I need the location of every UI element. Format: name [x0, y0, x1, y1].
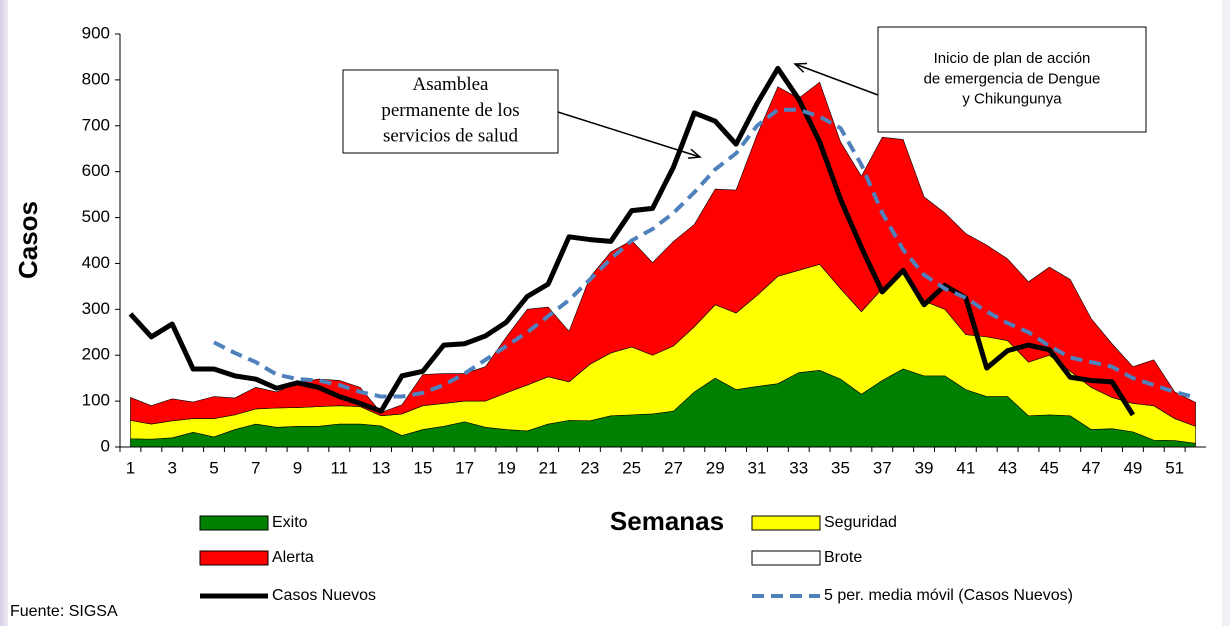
x-tick-label: 49	[1123, 458, 1142, 477]
legend-swatch	[751, 550, 821, 566]
annotation-arrow	[794, 63, 879, 96]
annotation-text: servicios de salud	[383, 126, 519, 147]
legend-swatch	[751, 515, 821, 531]
legend-label: 5 per. media móvil (Casos Nuevos)	[824, 587, 1073, 604]
x-tick-label: 17	[455, 458, 474, 477]
x-tick-label: 45	[1040, 458, 1059, 477]
x-tick-label: 5	[209, 458, 218, 477]
legend-label: Exito	[272, 514, 308, 531]
x-tick-label: 35	[831, 458, 850, 477]
x-tick-label: 15	[413, 458, 432, 477]
y-tick-label: 800	[82, 69, 110, 88]
y-tick-label: 300	[82, 299, 110, 318]
x-tick-label: 23	[580, 458, 599, 477]
x-tick-label: 29	[706, 458, 725, 477]
x-tick-label: 43	[998, 458, 1017, 477]
line	[213, 107, 1197, 400]
legend-label: Brote	[824, 549, 862, 566]
annotation-text: permanente de los	[381, 100, 519, 121]
annotation-text: de emergencia de Dengue	[924, 70, 1101, 87]
legend-label: Alerta	[272, 549, 314, 566]
x-tick-label: 19	[497, 458, 516, 477]
y-tick-label: 0	[101, 436, 110, 455]
x-tick-label: 41	[956, 458, 975, 477]
y-tick-label: 600	[82, 161, 110, 180]
x-axis-title: Semanas	[610, 506, 724, 536]
x-tick-label: 1	[126, 458, 135, 477]
x-tick-label: 25	[622, 458, 641, 477]
annotation-box	[342, 69, 559, 154]
y-tick-label: 100	[82, 391, 110, 410]
x-tick-label: 7	[251, 458, 260, 477]
y-tick-label: 400	[82, 253, 110, 272]
x-tick-label: 39	[915, 458, 934, 477]
line	[128, 65, 1136, 417]
annotation-text: Asamblea	[413, 74, 490, 95]
x-tick-label: 37	[873, 458, 892, 477]
y-tick-label: 900	[82, 23, 110, 42]
x-tick-label: 9	[293, 458, 302, 477]
annotation-text: Inicio de plan de acción	[934, 50, 1091, 67]
y-tick-label: 200	[82, 345, 110, 364]
x-tick-label: 11	[330, 458, 348, 477]
x-tick-label: 3	[167, 458, 176, 477]
arrow-head	[793, 62, 808, 73]
annotation-text: y Chikungunya	[962, 91, 1062, 108]
y-tick-label: 700	[82, 115, 110, 134]
arrow-head	[687, 148, 702, 159]
y-tick-label: 500	[82, 207, 110, 226]
y-axis-title: Casos	[13, 201, 43, 279]
x-tick-label: 33	[789, 458, 808, 477]
x-tick-label: 21	[539, 458, 558, 477]
x-tick-label: 13	[372, 458, 391, 477]
area	[130, 81, 1196, 427]
legend-swatch	[199, 550, 269, 566]
legend-label: Casos Nuevos	[272, 587, 376, 604]
x-tick-label: 51	[1165, 458, 1184, 477]
source-note: Fuente: SIGSA	[10, 603, 118, 620]
x-tick-label: 27	[664, 458, 683, 477]
legend-swatch	[199, 515, 269, 531]
legend-label: Seguridad	[824, 514, 897, 531]
annotation-box	[877, 26, 1147, 133]
x-tick-label: 31	[748, 458, 767, 477]
x-tick-label: 47	[1082, 458, 1101, 477]
